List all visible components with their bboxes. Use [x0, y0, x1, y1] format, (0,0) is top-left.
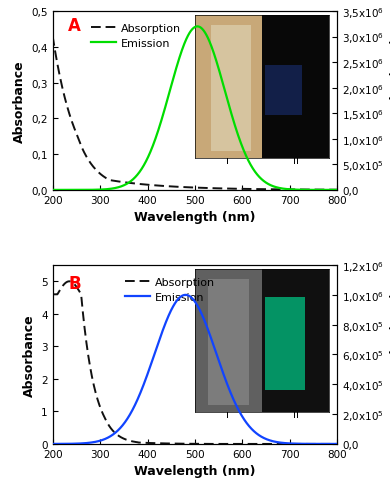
- X-axis label: Wavelength (nm): Wavelength (nm): [134, 211, 256, 224]
- Text: ii: ii: [293, 409, 299, 419]
- Text: A: A: [68, 17, 81, 36]
- Y-axis label: Absorbance: Absorbance: [13, 60, 26, 143]
- Text: ii: ii: [293, 156, 299, 166]
- Legend: Absorption, Emission: Absorption, Emission: [121, 273, 220, 307]
- Y-axis label: Absorbance: Absorbance: [23, 313, 35, 396]
- Text: i: i: [226, 156, 229, 166]
- X-axis label: Wavelength (nm): Wavelength (nm): [134, 464, 256, 477]
- Text: B: B: [68, 275, 81, 292]
- Legend: Absorption, Emission: Absorption, Emission: [87, 19, 186, 54]
- Text: i: i: [226, 409, 229, 419]
